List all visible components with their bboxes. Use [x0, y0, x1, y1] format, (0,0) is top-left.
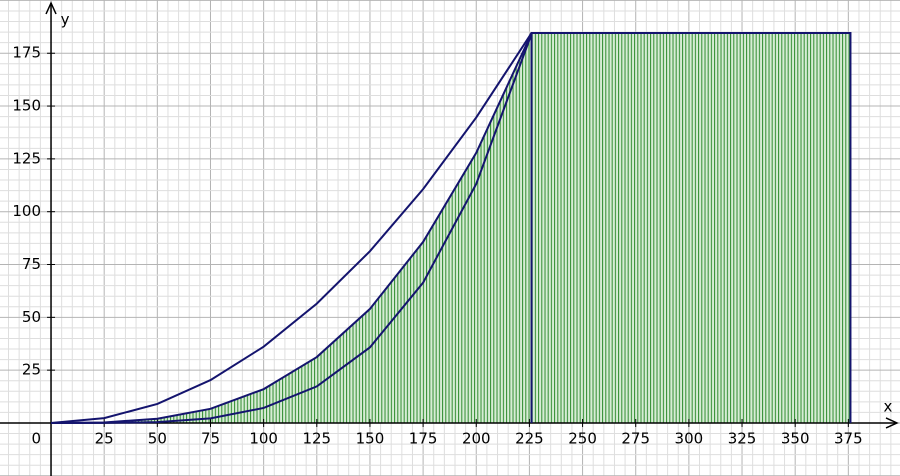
- curve: [51, 32, 533, 424]
- x-tick-label: 325: [728, 429, 757, 447]
- x-tick-label: 250: [568, 429, 597, 447]
- origin-label: 0: [31, 429, 41, 447]
- curves: [50, 31, 852, 424]
- x-tick-label: 100: [249, 429, 278, 447]
- y-tick-label: 150: [12, 97, 41, 115]
- y-tick-label: 25: [22, 361, 41, 379]
- shading: [51, 32, 851, 423]
- y-tick-label: 50: [22, 308, 41, 326]
- shaded-area: [51, 32, 532, 423]
- x-axis-arrow: [885, 417, 899, 429]
- labels: 25 50 75 100 125 150 175 200 225 250 275 300 325 350 3…: [12, 11, 892, 448]
- x-tick-label: 175: [409, 429, 438, 447]
- plateau-outline: [530, 31, 852, 423]
- x-tick-label: 50: [148, 429, 167, 447]
- x-tick-label: 150: [356, 429, 385, 447]
- y-axis-label: y: [61, 11, 70, 29]
- curve: [51, 32, 533, 424]
- y-tick-label: 100: [12, 202, 41, 220]
- x-tick-label: 75: [201, 429, 220, 447]
- y-tick-label: 75: [22, 255, 41, 273]
- x-tick-label: 125: [302, 429, 331, 447]
- x-axis-label: x: [884, 397, 893, 415]
- x-tick-label: 275: [621, 429, 650, 447]
- x-tick-label: 200: [462, 429, 491, 447]
- x-tick-label: 300: [675, 429, 704, 447]
- curve: [50, 32, 533, 424]
- y-tick-label: 175: [12, 44, 41, 62]
- y-tick-label: 125: [12, 149, 41, 167]
- x-tick-label: 225: [515, 429, 544, 447]
- x-tick-label: 25: [95, 429, 114, 447]
- x-tick-label: 375: [834, 429, 863, 447]
- plateau-area: [531, 32, 851, 423]
- y-axis-arrow: [45, 1, 57, 15]
- x-tick-label: 350: [781, 429, 810, 447]
